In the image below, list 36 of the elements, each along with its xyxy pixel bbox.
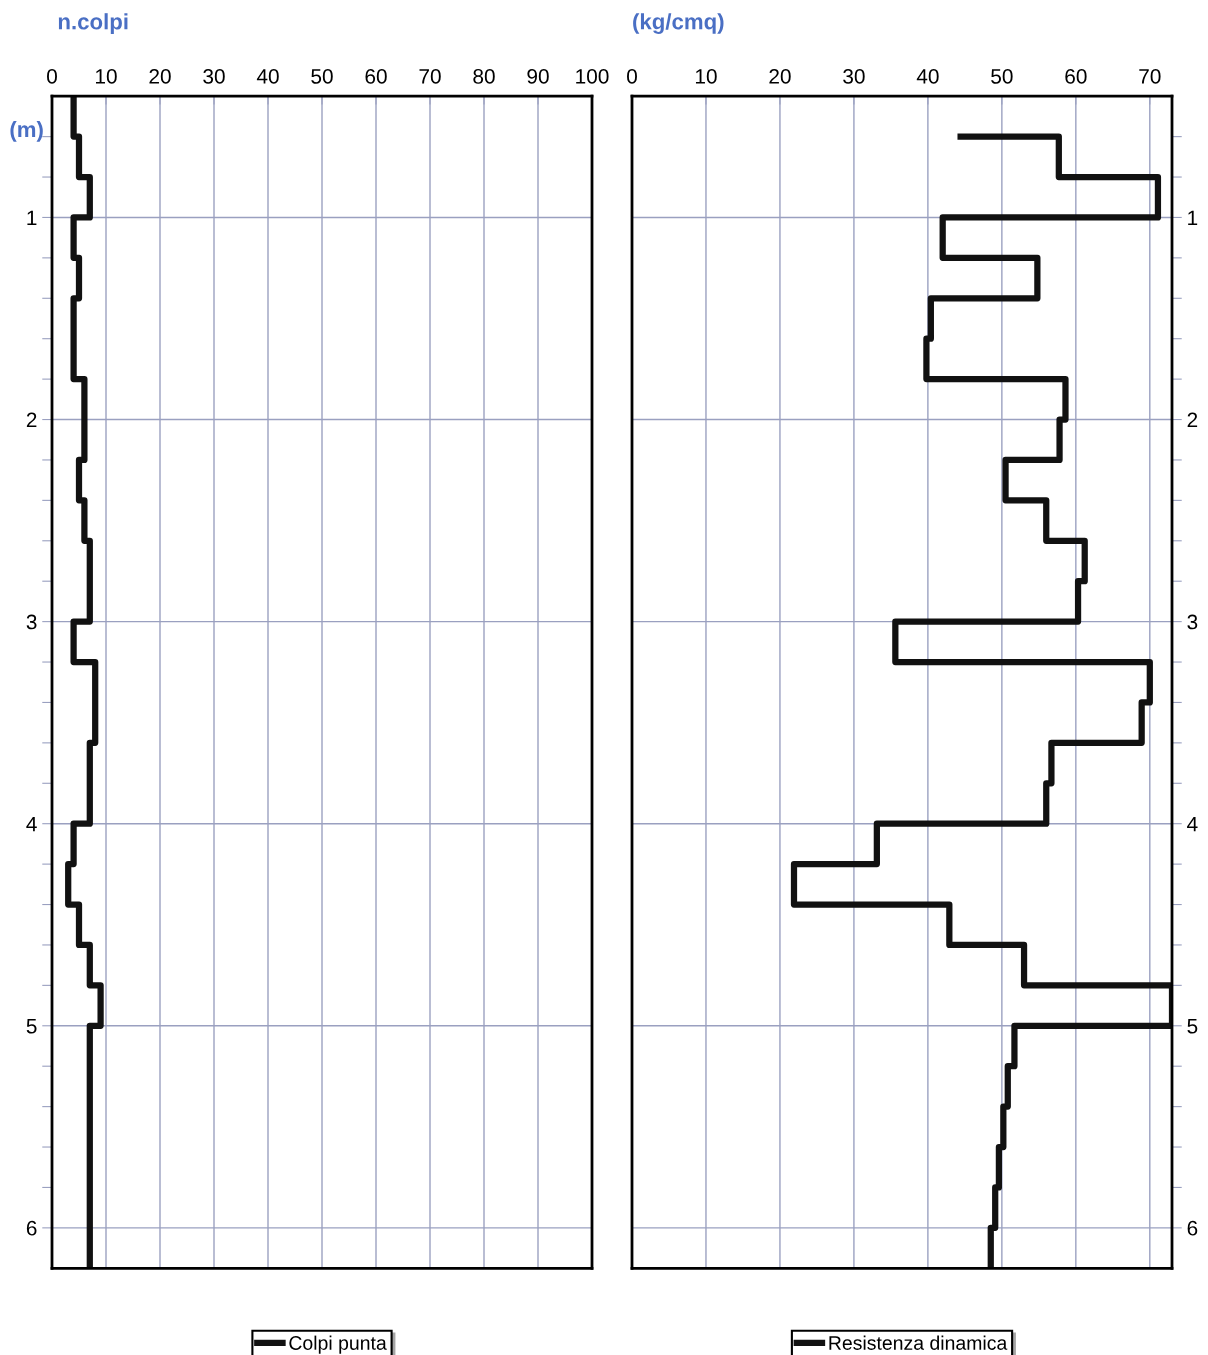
x-tick-label: 60 <box>365 69 387 84</box>
y-axis-title: (m) <box>10 121 43 142</box>
y-tick-label: 6 <box>26 1220 37 1236</box>
y-tick-label: 6 <box>1187 1220 1198 1236</box>
legend-label: Colpi punta <box>289 1335 387 1354</box>
x-tick-label: 10 <box>96 69 117 84</box>
y-tick-label: 2 <box>26 412 37 428</box>
x-tick-label: 20 <box>149 69 171 84</box>
x-tick-label: 30 <box>203 69 225 84</box>
x-tick-label: 50 <box>991 69 1013 84</box>
y-tick-label: 1 <box>1188 210 1198 225</box>
x-tick-label: 20 <box>769 69 791 84</box>
x-tick-label: 100 <box>576 69 609 84</box>
x-tick-label: 60 <box>1065 69 1087 84</box>
x-tick-label: 70 <box>419 69 441 84</box>
y-tick-label: 1 <box>27 210 37 225</box>
y-tick-label: 3 <box>26 614 37 630</box>
y-tick-label: 3 <box>1187 614 1198 630</box>
y-tick-label: 2 <box>1187 412 1198 428</box>
x-tick-label: 40 <box>256 69 279 84</box>
x-tick-label: 80 <box>473 69 495 84</box>
y-tick-label: 5 <box>1187 1019 1198 1034</box>
y-tick-label: 4 <box>1187 816 1198 832</box>
x-tick-label: 40 <box>916 69 939 84</box>
x-tick-label: 90 <box>527 69 549 84</box>
x-axis-title: n.colpi <box>58 13 128 34</box>
legend-label: Resistenza dinamica <box>829 1335 1008 1350</box>
x-tick-label: 0 <box>47 69 57 84</box>
x-axis-title: (kg/cmq) <box>633 13 724 34</box>
x-tick-label: 50 <box>311 69 333 84</box>
y-tick-label: 4 <box>26 816 37 832</box>
x-tick-label: 70 <box>1139 69 1161 84</box>
y-tick-label: 5 <box>26 1019 37 1034</box>
x-tick-label: 10 <box>695 69 717 84</box>
x-tick-label: 0 <box>627 69 637 84</box>
x-tick-label: 30 <box>843 69 865 84</box>
